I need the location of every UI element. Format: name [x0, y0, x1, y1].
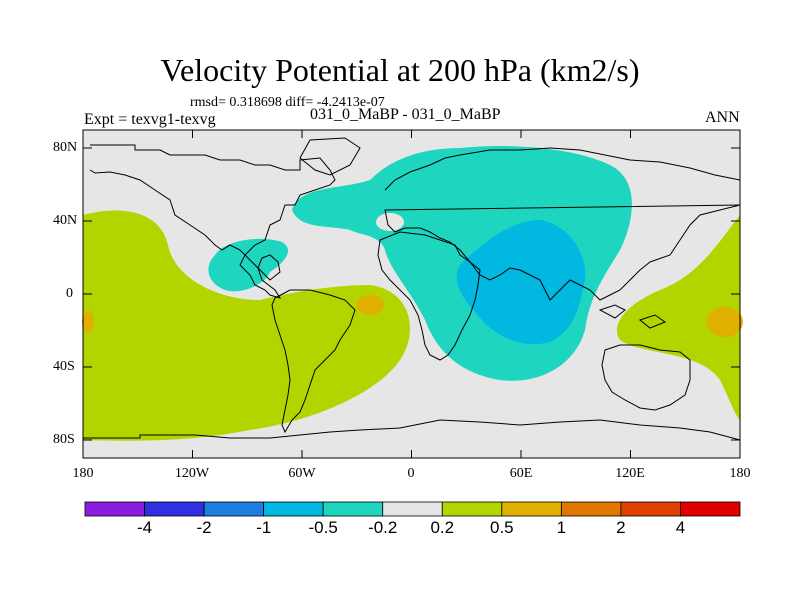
contour-positive-east — [616, 215, 740, 420]
colorbar-swatch — [382, 501, 443, 517]
coastlines — [83, 137, 741, 441]
lat-label: 40S — [53, 359, 75, 374]
colorbar-label: 1 — [556, 518, 567, 537]
coastline-south-america — [271, 289, 356, 434]
colorbar-label: 0.5 — [489, 518, 514, 537]
contour-positive-spot-3 — [707, 307, 743, 337]
colorbar-label: 2 — [616, 518, 626, 537]
colorbar — [84, 501, 741, 517]
contour-positive-pacific — [83, 210, 410, 441]
coastline-antarctica — [83, 419, 741, 441]
lat-ticks — [83, 147, 740, 441]
colorbar-label: -1 — [256, 518, 272, 537]
colorbar-label: -0.2 — [368, 518, 398, 537]
coastline-greenland — [299, 137, 361, 176]
coastline-maritime — [598, 304, 667, 329]
season-label: ANN — [705, 109, 740, 126]
colorbar-swatch — [501, 501, 562, 517]
contour-fills — [82, 145, 743, 441]
colorbar-swatch — [322, 501, 384, 517]
colorbar-label: -0.5 — [308, 518, 338, 537]
colorbar-swatch — [680, 501, 741, 517]
coastline-africa — [377, 231, 481, 361]
colorbar-swatch — [84, 501, 145, 517]
colorbar-swatch — [263, 501, 324, 517]
lon-ticks — [192, 130, 631, 458]
colorbar-swatch — [441, 501, 503, 517]
coastline-australia — [601, 344, 691, 411]
stats-label: rmsd= 0.318698 diff= -4.2413e-07 — [190, 95, 385, 110]
colorbar-label: -4 — [136, 518, 153, 537]
contour-positive-spot-1 — [82, 311, 94, 333]
lon-label: 120E — [615, 466, 645, 481]
colorbar-swatch — [560, 501, 622, 517]
colorbar-swatch — [620, 501, 681, 517]
case-label: 031_0_MaBP - 031_0_MaBP — [310, 106, 501, 123]
contour-positive-spot-2 — [356, 295, 384, 315]
lon-label: 60E — [509, 466, 533, 481]
colorbar-label: 0.2 — [430, 518, 455, 537]
contour-negative-namerica — [208, 238, 289, 292]
lon-label: 120W — [174, 466, 210, 481]
lat-label: 80N — [53, 140, 78, 155]
lat-label: 40N — [53, 213, 78, 228]
lat-label: 0 — [66, 286, 73, 301]
experiment-label: Expt = texvg1-texvg — [84, 111, 216, 128]
lat-label: 80S — [53, 432, 75, 447]
colorbar-swatch — [144, 501, 205, 517]
coastline-eurasia — [384, 147, 741, 301]
colorbar-label: 4 — [675, 518, 686, 537]
lon-label: 180 — [72, 466, 94, 481]
colorbar-swatch — [203, 501, 265, 517]
contour-negative-core — [456, 220, 586, 345]
lon-label: 0 — [407, 466, 415, 481]
map-title: Velocity Potential at 200 hPa (km2/s) — [160, 52, 640, 88]
lon-label: 180 — [729, 466, 751, 481]
lon-label: 60W — [288, 466, 316, 481]
colorbar-label: -2 — [196, 518, 212, 537]
coastline-north-america — [89, 144, 336, 299]
contour-neutral-gap — [376, 213, 404, 231]
